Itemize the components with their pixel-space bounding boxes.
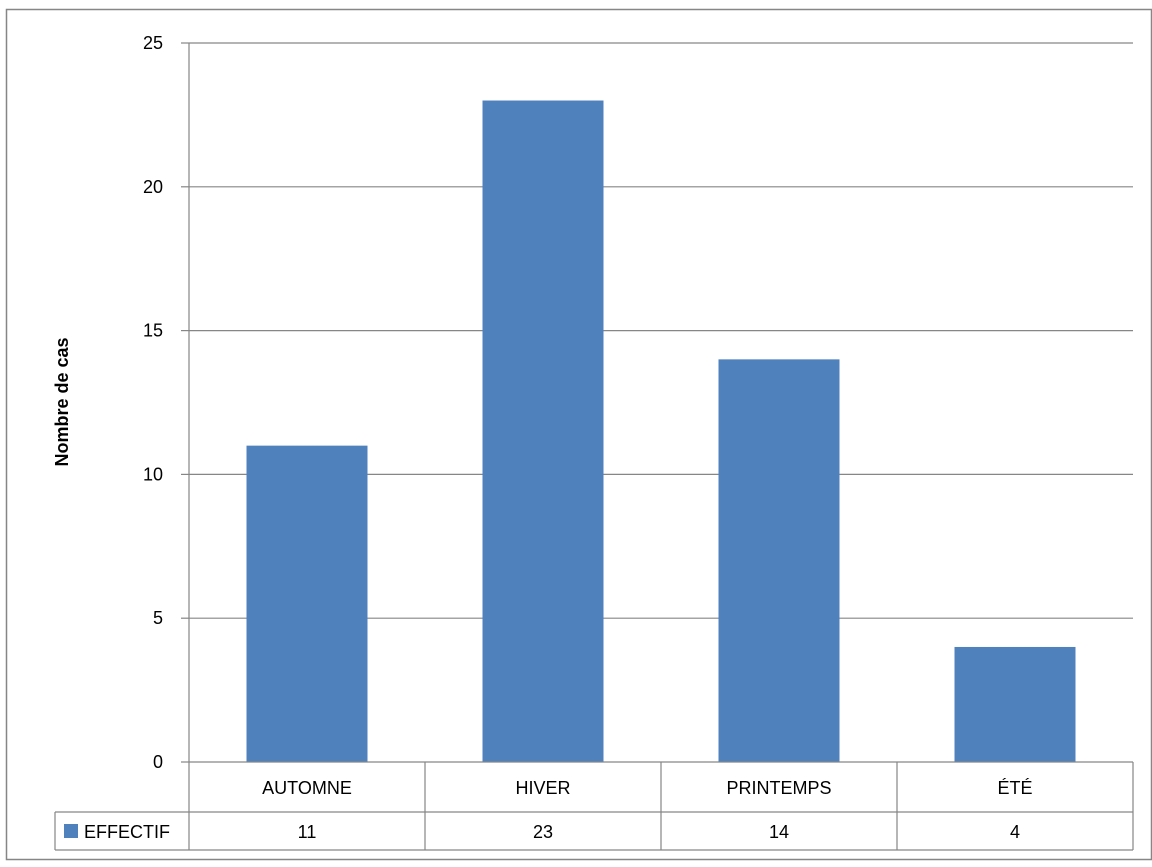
bar [954, 646, 1076, 762]
data-table: AUTOMNE HIVER PRINTEMPS ÉTÉ EFFECTIF 11 23 14 4 [54, 761, 1134, 851]
table-value: 11 [298, 822, 317, 842]
y-tick-label: 15 [143, 321, 163, 341]
legend-key [64, 824, 78, 838]
legend-label: EFFECTIF [84, 822, 170, 842]
y-axis-title: Nombre de cas [52, 337, 72, 466]
category-label: ÉTÉ [997, 778, 1032, 798]
axes: 0 5 10 15 20 25 [143, 33, 190, 850]
y-tick-label: 5 [153, 608, 163, 628]
bar [246, 445, 368, 762]
bars [246, 100, 1076, 762]
category-label: AUTOMNE [262, 778, 352, 798]
y-tick-label: 20 [143, 177, 163, 197]
y-tick-label: 0 [153, 752, 163, 772]
y-tick-label: 10 [143, 464, 163, 484]
category-label: PRINTEMPS [726, 778, 831, 798]
bar [718, 359, 840, 762]
table-value: 23 [533, 822, 553, 842]
category-label: HIVER [515, 778, 570, 798]
table-value: 14 [769, 822, 789, 842]
bar [482, 100, 604, 762]
table-value: 4 [1010, 822, 1020, 842]
y-tick-label: 25 [143, 33, 163, 53]
